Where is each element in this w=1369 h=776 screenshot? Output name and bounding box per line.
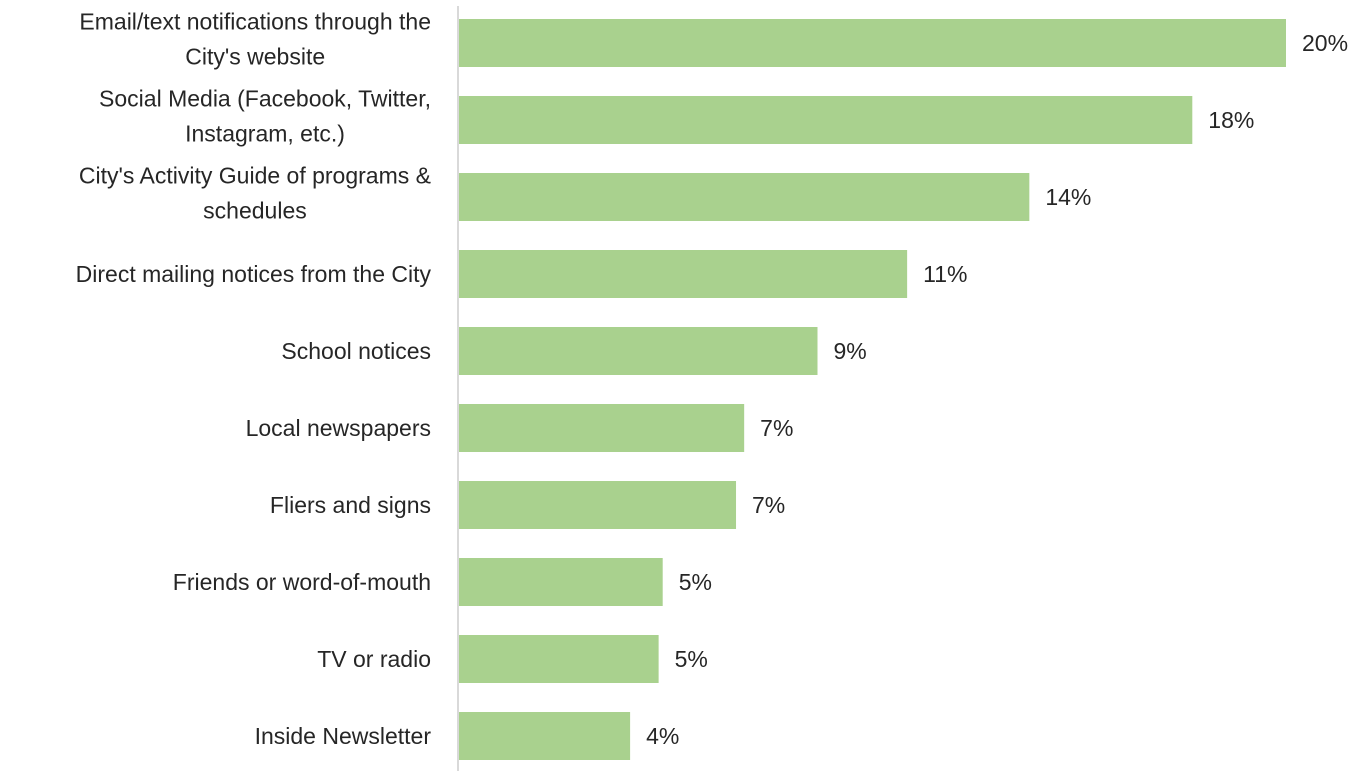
category-label-line: schedules — [203, 198, 307, 224]
category-label-line: City's website — [185, 44, 325, 70]
data-label: 7% — [760, 415, 793, 441]
data-label: 11% — [923, 261, 967, 287]
value-labels: 20% 18% 14% 11% 9% 7% 7% 5% 5% 4% — [646, 30, 1348, 749]
category-label-line: City's Activity Guide of programs & — [79, 163, 431, 189]
bar — [459, 327, 818, 375]
category-label: City's Activity Guide of programs & sched… — [79, 163, 431, 224]
bar — [459, 558, 663, 606]
category-labels: Email/text notifications through the City… — [76, 9, 432, 750]
category-label: Direct mailing notices from the City — [76, 261, 432, 287]
data-label: 4% — [646, 723, 679, 749]
data-label: 7% — [752, 492, 785, 518]
category-label: School notices — [281, 338, 431, 364]
bar — [459, 250, 908, 298]
category-label: Friends or word-of-mouth — [173, 569, 431, 595]
category-label-line: Instagram, etc.) — [185, 121, 345, 147]
bar — [459, 712, 631, 760]
category-label: Email/text notifications through the City… — [79, 9, 431, 70]
data-label: 20% — [1302, 30, 1348, 56]
bar — [459, 19, 1286, 67]
data-label: 5% — [679, 569, 712, 595]
bar — [459, 173, 1030, 221]
bars-group — [459, 19, 1286, 760]
category-label: TV or radio — [317, 646, 431, 672]
data-label: 14% — [1045, 184, 1091, 210]
category-label: Local newspapers — [246, 415, 431, 441]
category-label: Social Media (Facebook, Twitter, Instagra… — [99, 86, 431, 147]
bar — [459, 96, 1193, 144]
bar — [459, 404, 745, 452]
bar — [459, 481, 737, 529]
data-label: 9% — [834, 338, 867, 364]
data-label: 5% — [675, 646, 708, 672]
category-label: Fliers and signs — [270, 492, 431, 518]
data-label: 18% — [1208, 107, 1254, 133]
category-label: Inside Newsletter — [255, 723, 432, 749]
category-label-line: Social Media (Facebook, Twitter, — [99, 86, 431, 112]
bar — [459, 635, 659, 683]
category-label-line: Email/text notifications through the — [79, 9, 431, 35]
